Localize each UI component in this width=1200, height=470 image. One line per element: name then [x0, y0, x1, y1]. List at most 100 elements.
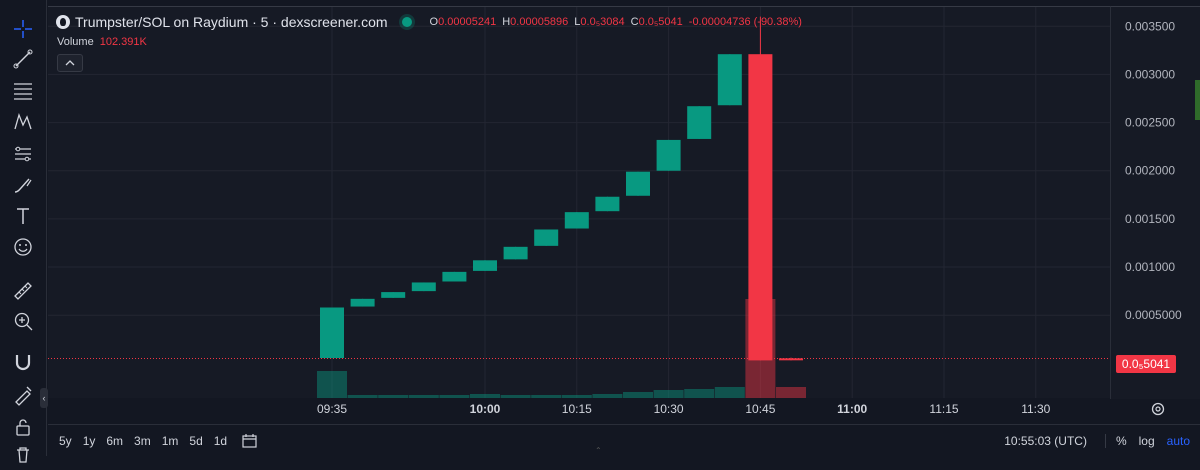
- volume-legend: Volume 102.391K: [57, 36, 147, 48]
- bottom-right-controls: 10:55:03 (UTC) % log auto: [1004, 425, 1190, 457]
- y-tick-label: 0.0005000: [1125, 308, 1182, 322]
- volume-bar: [623, 392, 653, 399]
- crosshair-icon[interactable]: [8, 14, 38, 44]
- candle-body: [595, 196, 620, 212]
- volume-value: 102.391K: [99, 36, 147, 48]
- volume-bar: [561, 395, 592, 399]
- volume-bar: [592, 394, 623, 399]
- y-tick-label: 0.001500: [1125, 212, 1175, 226]
- candle-body: [473, 260, 497, 271]
- candle-body: [564, 212, 589, 229]
- volume-label[interactable]: Volume: [57, 36, 94, 48]
- x-tick-label: 10:45: [745, 402, 775, 416]
- range-1d-button[interactable]: 1d: [213, 434, 228, 448]
- volume-bar: [470, 394, 500, 399]
- market-status-icon: [401, 17, 412, 27]
- volume-bar: [531, 395, 562, 399]
- candle-body: [779, 358, 803, 361]
- magnet-icon[interactable]: [8, 347, 38, 377]
- candle-body: [717, 54, 742, 106]
- x-tick-label: 11:30: [1021, 402, 1050, 416]
- x-tick-label: 11:00: [837, 402, 867, 416]
- range-5d-button[interactable]: 5d: [189, 434, 203, 448]
- volume-bar: [439, 395, 470, 399]
- lock-icon[interactable]: [8, 412, 38, 442]
- ohlc-change: -0.00004736 (-90.38%): [688, 16, 802, 28]
- chart-pane[interactable]: [48, 6, 1110, 399]
- ruler-icon[interactable]: [8, 276, 38, 306]
- brush-icon[interactable]: [8, 170, 38, 200]
- lock-drawing-icon[interactable]: [8, 380, 38, 410]
- resize-grip-icon[interactable]: ⌃: [595, 446, 602, 455]
- range-1y-button[interactable]: 1y: [82, 434, 96, 448]
- ohlc-low-value: 0.0₅3084: [580, 16, 625, 28]
- candle-body: [656, 139, 681, 171]
- volume-bar: [653, 390, 684, 399]
- candle-body: [320, 307, 344, 359]
- ohlc-high-value: 0.00005896: [510, 16, 569, 28]
- x-tick-label: 11:15: [929, 402, 958, 416]
- ohlc-open-value: 0.00005241: [438, 16, 497, 28]
- candle-body: [534, 229, 559, 246]
- symbol-title[interactable]: Trumpster/SOL on Raydium · 5 · dexscreen…: [75, 14, 388, 30]
- bottom-toolbar: 5y 1y 6m 3m 1m 5d 1d 10:55:03 (UTC) % lo…: [48, 424, 1200, 457]
- y-tick-label: 0.003500: [1125, 19, 1175, 33]
- auto-scale-button[interactable]: auto: [1166, 434, 1190, 448]
- x-tick-label: 10:00: [470, 402, 501, 416]
- symbol-legend: Trumpster/SOL on Raydium · 5 · dexscreen…: [56, 12, 808, 32]
- emoji-icon[interactable]: [8, 232, 38, 262]
- divider: [1104, 434, 1106, 448]
- candle-body: [381, 292, 406, 298]
- chevron-up-icon: [65, 60, 75, 66]
- scroll-strip: [1195, 80, 1200, 120]
- collapse-legend-button[interactable]: [57, 54, 83, 72]
- price-scale[interactable]: 0.003500 0.003000 0.002500 0.002000 0.001500…: [1110, 6, 1200, 399]
- ohlc-open-key: O: [429, 16, 439, 28]
- x-tick-label: 09:35: [317, 402, 347, 416]
- ohlc-close-value: 0.0₅5041: [638, 16, 683, 28]
- volume-bar: [347, 395, 378, 399]
- zoom-in-icon[interactable]: [8, 306, 38, 336]
- percent-scale-button[interactable]: %: [1115, 434, 1127, 448]
- price-chart: [48, 7, 1110, 399]
- log-scale-button[interactable]: log: [1138, 434, 1155, 448]
- range-6m-button[interactable]: 6m: [106, 434, 124, 448]
- last-price-label: 0.0₅5041: [1116, 355, 1176, 373]
- fib-retracement-icon[interactable]: [8, 75, 38, 105]
- prediction-icon[interactable]: [8, 139, 38, 169]
- trash-icon[interactable]: [8, 440, 38, 470]
- x-tick-label: 10:15: [562, 402, 592, 416]
- candle-body: [626, 171, 650, 196]
- calendar-icon[interactable]: [241, 433, 259, 449]
- gear-icon[interactable]: [1149, 400, 1167, 418]
- time-axis[interactable]: 09:35 10:00 10:15 10:30 10:45 11:00 11:15 11:30: [48, 398, 1110, 420]
- pattern-icon[interactable]: [8, 107, 38, 137]
- price-scale-ticks: 0.003500 0.003000 0.002500 0.002000 0.001500…: [1125, 19, 1182, 322]
- y-tick-label: 0.002000: [1125, 164, 1175, 178]
- y-tick-label: 0.002500: [1125, 116, 1175, 130]
- volume-bar: [408, 395, 439, 399]
- x-tick-label: 10:30: [654, 402, 684, 416]
- volume-bar: [776, 387, 806, 399]
- volume-bar: [684, 389, 715, 399]
- candle-body: [442, 271, 467, 282]
- range-5y-button[interactable]: 5y: [59, 434, 72, 448]
- drawing-toolbar: ‹: [0, 0, 48, 463]
- volume-bar: [378, 395, 409, 399]
- clock[interactable]: 10:55:03 (UTC): [1004, 434, 1087, 448]
- y-tick-label: 0.001000: [1125, 260, 1175, 274]
- candle-body: [350, 298, 375, 307]
- candle-body: [503, 246, 528, 260]
- candle-body: [687, 106, 712, 139]
- range-3m-button[interactable]: 3m: [134, 434, 151, 448]
- text-icon[interactable]: [8, 201, 38, 231]
- volume-bar: [500, 395, 531, 399]
- candle-body: [748, 54, 773, 361]
- trend-line-icon[interactable]: [8, 44, 38, 74]
- range-1m-button[interactable]: 1m: [161, 434, 179, 448]
- token-logo-icon: [56, 15, 70, 29]
- collapse-toolbar-button[interactable]: ‹: [40, 388, 48, 408]
- ohlc-low-key: L: [574, 16, 581, 28]
- candle-body: [411, 282, 436, 292]
- ohlc-close-key: C: [630, 16, 639, 28]
